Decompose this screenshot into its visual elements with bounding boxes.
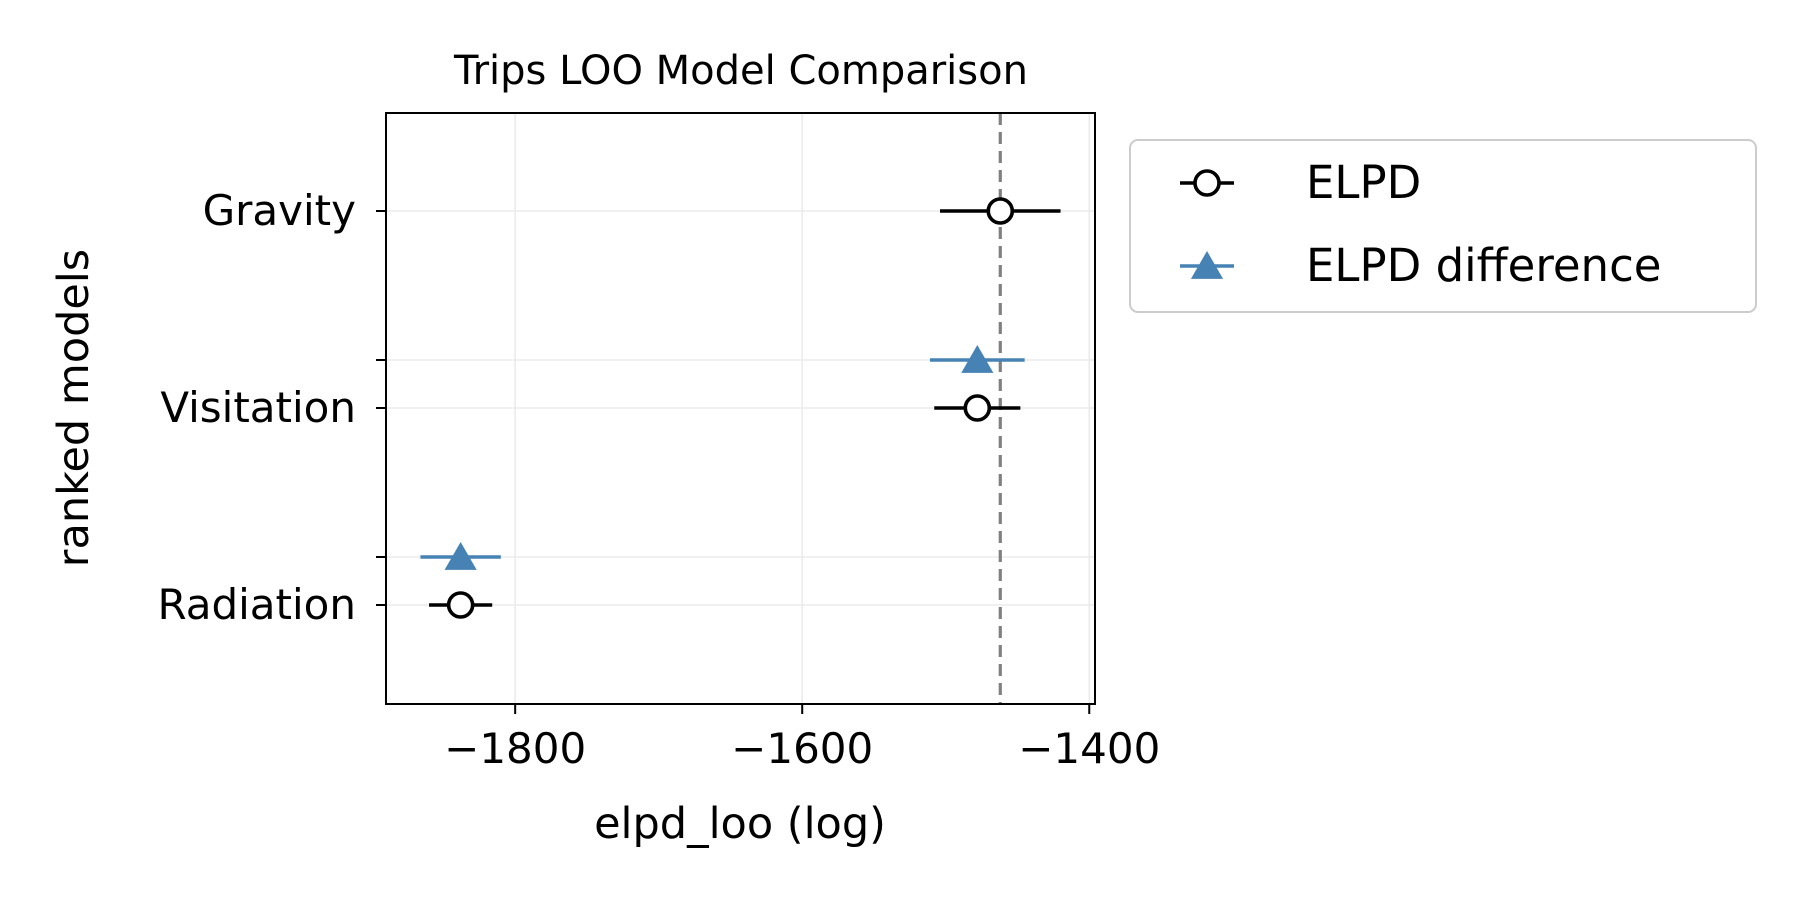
elpd-point bbox=[446, 591, 475, 619]
x-axis: −1800 −1600 −1400 bbox=[444, 704, 1160, 773]
legend-frame bbox=[1129, 139, 1757, 313]
data-marks bbox=[420, 197, 1061, 619]
x-tick-label: −1400 bbox=[1018, 724, 1160, 773]
y-tick-label: Radiation bbox=[157, 580, 356, 629]
elpd-difference-point bbox=[961, 344, 994, 373]
legend-label: ELPD bbox=[1306, 156, 1421, 209]
x-axis-label: elpd_loo (log) bbox=[594, 799, 886, 849]
y-tick-label: Visitation bbox=[160, 383, 356, 432]
grid-lines bbox=[386, 113, 1095, 704]
x-tick-label: −1800 bbox=[444, 724, 586, 773]
legend-triangle-marker bbox=[1190, 250, 1224, 279]
elpd-difference-point bbox=[444, 541, 477, 570]
y-axis: Gravity Visitation Radiation bbox=[157, 186, 386, 629]
elpd-point bbox=[963, 394, 992, 422]
legend: ELPD ELPD difference bbox=[1129, 139, 1757, 313]
y-tick-label: Gravity bbox=[203, 186, 356, 235]
legend-circle-marker bbox=[1193, 169, 1221, 197]
elpd-point bbox=[986, 197, 1015, 225]
y-axis-label: ranked models bbox=[49, 249, 99, 567]
legend-label: ELPD difference bbox=[1306, 239, 1662, 292]
chart-title: Trips LOO Model Comparison bbox=[453, 48, 1028, 94]
x-tick-label: −1600 bbox=[731, 724, 873, 773]
